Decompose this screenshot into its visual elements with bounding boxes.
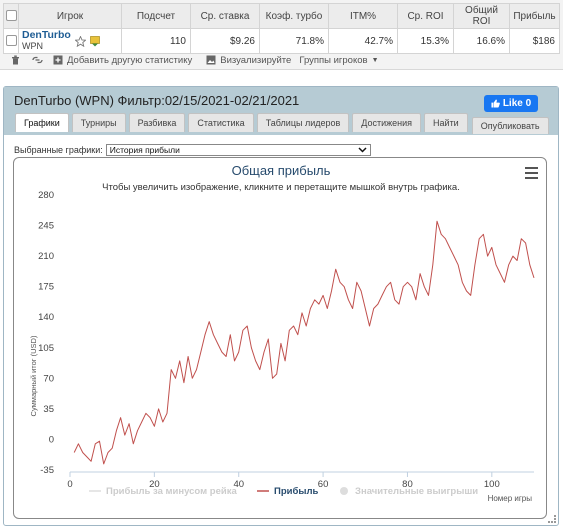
visualize-label: Визуализируйте <box>220 54 292 66</box>
y-tick-label: 35 <box>43 404 54 415</box>
row-checkbox[interactable] <box>5 35 17 47</box>
column-header-avg-roi[interactable]: Ср. ROI <box>397 3 454 29</box>
turbo-coef-cell: 71.8% <box>259 28 329 54</box>
column-header-profit[interactable]: Прибыль <box>509 3 560 29</box>
tab-charts[interactable]: Графики <box>15 113 69 132</box>
chart-series <box>73 220 535 465</box>
chart-axes: -35 0 35 70 105 140 175 210 245 280 0 20 40 60 80 100 <box>38 190 534 490</box>
chevron-down-icon: ▼ <box>371 56 379 64</box>
total-roi-cell: 16.6% <box>453 28 510 54</box>
x-tick-label: 80 <box>402 479 413 490</box>
column-header-turbo[interactable]: Коэф. турбо <box>259 3 329 29</box>
legend-label: Значительные выигрыши <box>355 486 478 497</box>
chart-select-label: Выбранные графики: <box>14 145 103 155</box>
tab-breakdown[interactable]: Разбивка <box>128 113 186 132</box>
legend-label: Прибыль <box>274 486 318 497</box>
panel-header: DenTurbo (WPN) Фильтр:02/15/2021-02/21/2… <box>4 87 558 135</box>
row-select-cell[interactable] <box>3 28 19 54</box>
y-tick-label: 245 <box>38 221 54 232</box>
tab-find[interactable]: Найти <box>424 113 468 132</box>
visualize-button[interactable]: Визуализируйте <box>206 55 291 66</box>
stats-toolbar: Добавить другую статистику Визуализируйт… <box>11 53 379 67</box>
chart-select[interactable]: История прибыли <box>105 144 371 156</box>
y-tick-label: 105 <box>38 343 54 354</box>
table-row: DenTurbo WPN 110 $9.26 71.8% 42.7% 15.3%… <box>3 28 560 54</box>
series-line-profit <box>73 220 535 465</box>
column-header-avg-stake[interactable]: Ср. ставка <box>190 3 260 29</box>
y-axis-label: Суммарный итог (USD) <box>29 335 38 416</box>
chart-legend: Прибыль за минусом рейка Прибыль Значитель… <box>89 486 478 497</box>
player-groups-label: Группы игроков <box>299 54 368 66</box>
player-panel: DenTurbo (WPN) Фильтр:02/15/2021-02/21/2… <box>3 86 559 526</box>
panel-title: DenTurbo (WPN) Фильтр:02/15/2021-02/21/2… <box>14 93 300 108</box>
x-tick-label: 60 <box>318 479 329 490</box>
legend-item-profit[interactable]: Прибыль <box>257 486 318 497</box>
stats-area: Игрок Подсчет Ср. ставка Коэф. турбо ITM… <box>0 0 563 70</box>
y-tick-label: 70 <box>43 373 54 384</box>
select-all-checkbox[interactable] <box>5 10 17 22</box>
star-icon[interactable] <box>74 35 86 47</box>
chart-select-value: История прибыли <box>109 145 180 155</box>
legend-symbol <box>340 487 348 495</box>
count-cell: 110 <box>121 28 191 54</box>
profit-chart[interactable]: Общая прибыль Чтобы увеличить изображени… <box>13 157 547 519</box>
add-stats-button[interactable]: Добавить другую статистику <box>53 55 192 66</box>
chevron-down-icon <box>358 147 367 153</box>
column-header-itm[interactable]: ITM% <box>328 3 398 29</box>
avg-roi-cell: 15.3% <box>397 28 454 54</box>
profit-cell: $186 <box>509 28 560 54</box>
facebook-like-button[interactable]: Like 0 <box>484 95 538 112</box>
tab-achievements[interactable]: Достижения <box>352 113 422 132</box>
image-icon <box>206 55 216 65</box>
x-tick-label: 100 <box>484 479 500 490</box>
player-name-link[interactable]: DenTurbo <box>22 29 71 41</box>
chart-title: Общая прибыль <box>232 163 331 178</box>
x-axis-label: Номер игры <box>488 494 533 503</box>
player-network: WPN <box>22 41 43 51</box>
legend-item-big-wins[interactable]: Значительные выигрыши <box>340 486 478 497</box>
chart-subtitle: Чтобы увеличить изображение, кликните и … <box>102 182 460 193</box>
itm-cell: 42.7% <box>328 28 398 54</box>
x-tick-label: 0 <box>67 479 72 490</box>
y-tick-label: 280 <box>38 190 54 201</box>
player-groups-dropdown[interactable]: Группы игроков ▼ <box>299 55 378 66</box>
like-label: Like 0 <box>502 98 532 109</box>
y-tick-label: 175 <box>38 282 54 293</box>
tab-statistics[interactable]: Статистика <box>188 113 254 132</box>
tab-leaderboards[interactable]: Таблицы лидеров <box>256 113 350 132</box>
column-header-count[interactable]: Подсчет <box>121 3 191 29</box>
chart-select-row: Выбранные графики: История прибыли <box>14 144 371 156</box>
y-tick-label: 0 <box>49 434 54 445</box>
tab-tournaments[interactable]: Турниры <box>71 113 126 132</box>
player-cell: DenTurbo WPN <box>18 28 122 54</box>
stats-table: Игрок Подсчет Ср. ставка Коэф. турбо ITM… <box>3 3 560 54</box>
stats-header-row: Игрок Подсчет Ср. ставка Коэф. турбо ITM… <box>3 3 560 29</box>
resize-handle[interactable] <box>548 515 556 523</box>
legend-item-profit-after-rake[interactable]: Прибыль за минусом рейка <box>89 486 237 497</box>
y-tick-label: 210 <box>38 251 54 262</box>
panel-tabs: Графики Турниры Разбивка Статистика Табл… <box>15 113 549 134</box>
select-all-cell[interactable] <box>3 3 19 29</box>
award-badge-icon <box>89 35 100 46</box>
link-icon[interactable] <box>32 55 43 65</box>
add-stats-label: Добавить другую статистику <box>67 54 193 66</box>
profit-chart-svg[interactable]: Общая прибыль Чтобы увеличить изображени… <box>14 158 548 520</box>
x-tick-label: 40 <box>233 479 244 490</box>
chart-menu-icon[interactable] <box>525 167 538 179</box>
column-header-total-roi[interactable]: Общий ROI <box>453 3 510 29</box>
tab-publish[interactable]: Опубликовать <box>471 117 549 134</box>
y-tick-label: -35 <box>40 465 54 476</box>
thumbs-up-icon <box>491 99 500 108</box>
y-tick-label: 140 <box>38 312 54 323</box>
trash-icon[interactable] <box>11 55 20 65</box>
avg-stake-cell: $9.26 <box>190 28 260 54</box>
add-stats-icon <box>53 55 63 65</box>
legend-label: Прибыль за минусом рейка <box>106 486 237 497</box>
column-header-player[interactable]: Игрок <box>18 3 122 29</box>
x-tick-label: 20 <box>149 479 160 490</box>
